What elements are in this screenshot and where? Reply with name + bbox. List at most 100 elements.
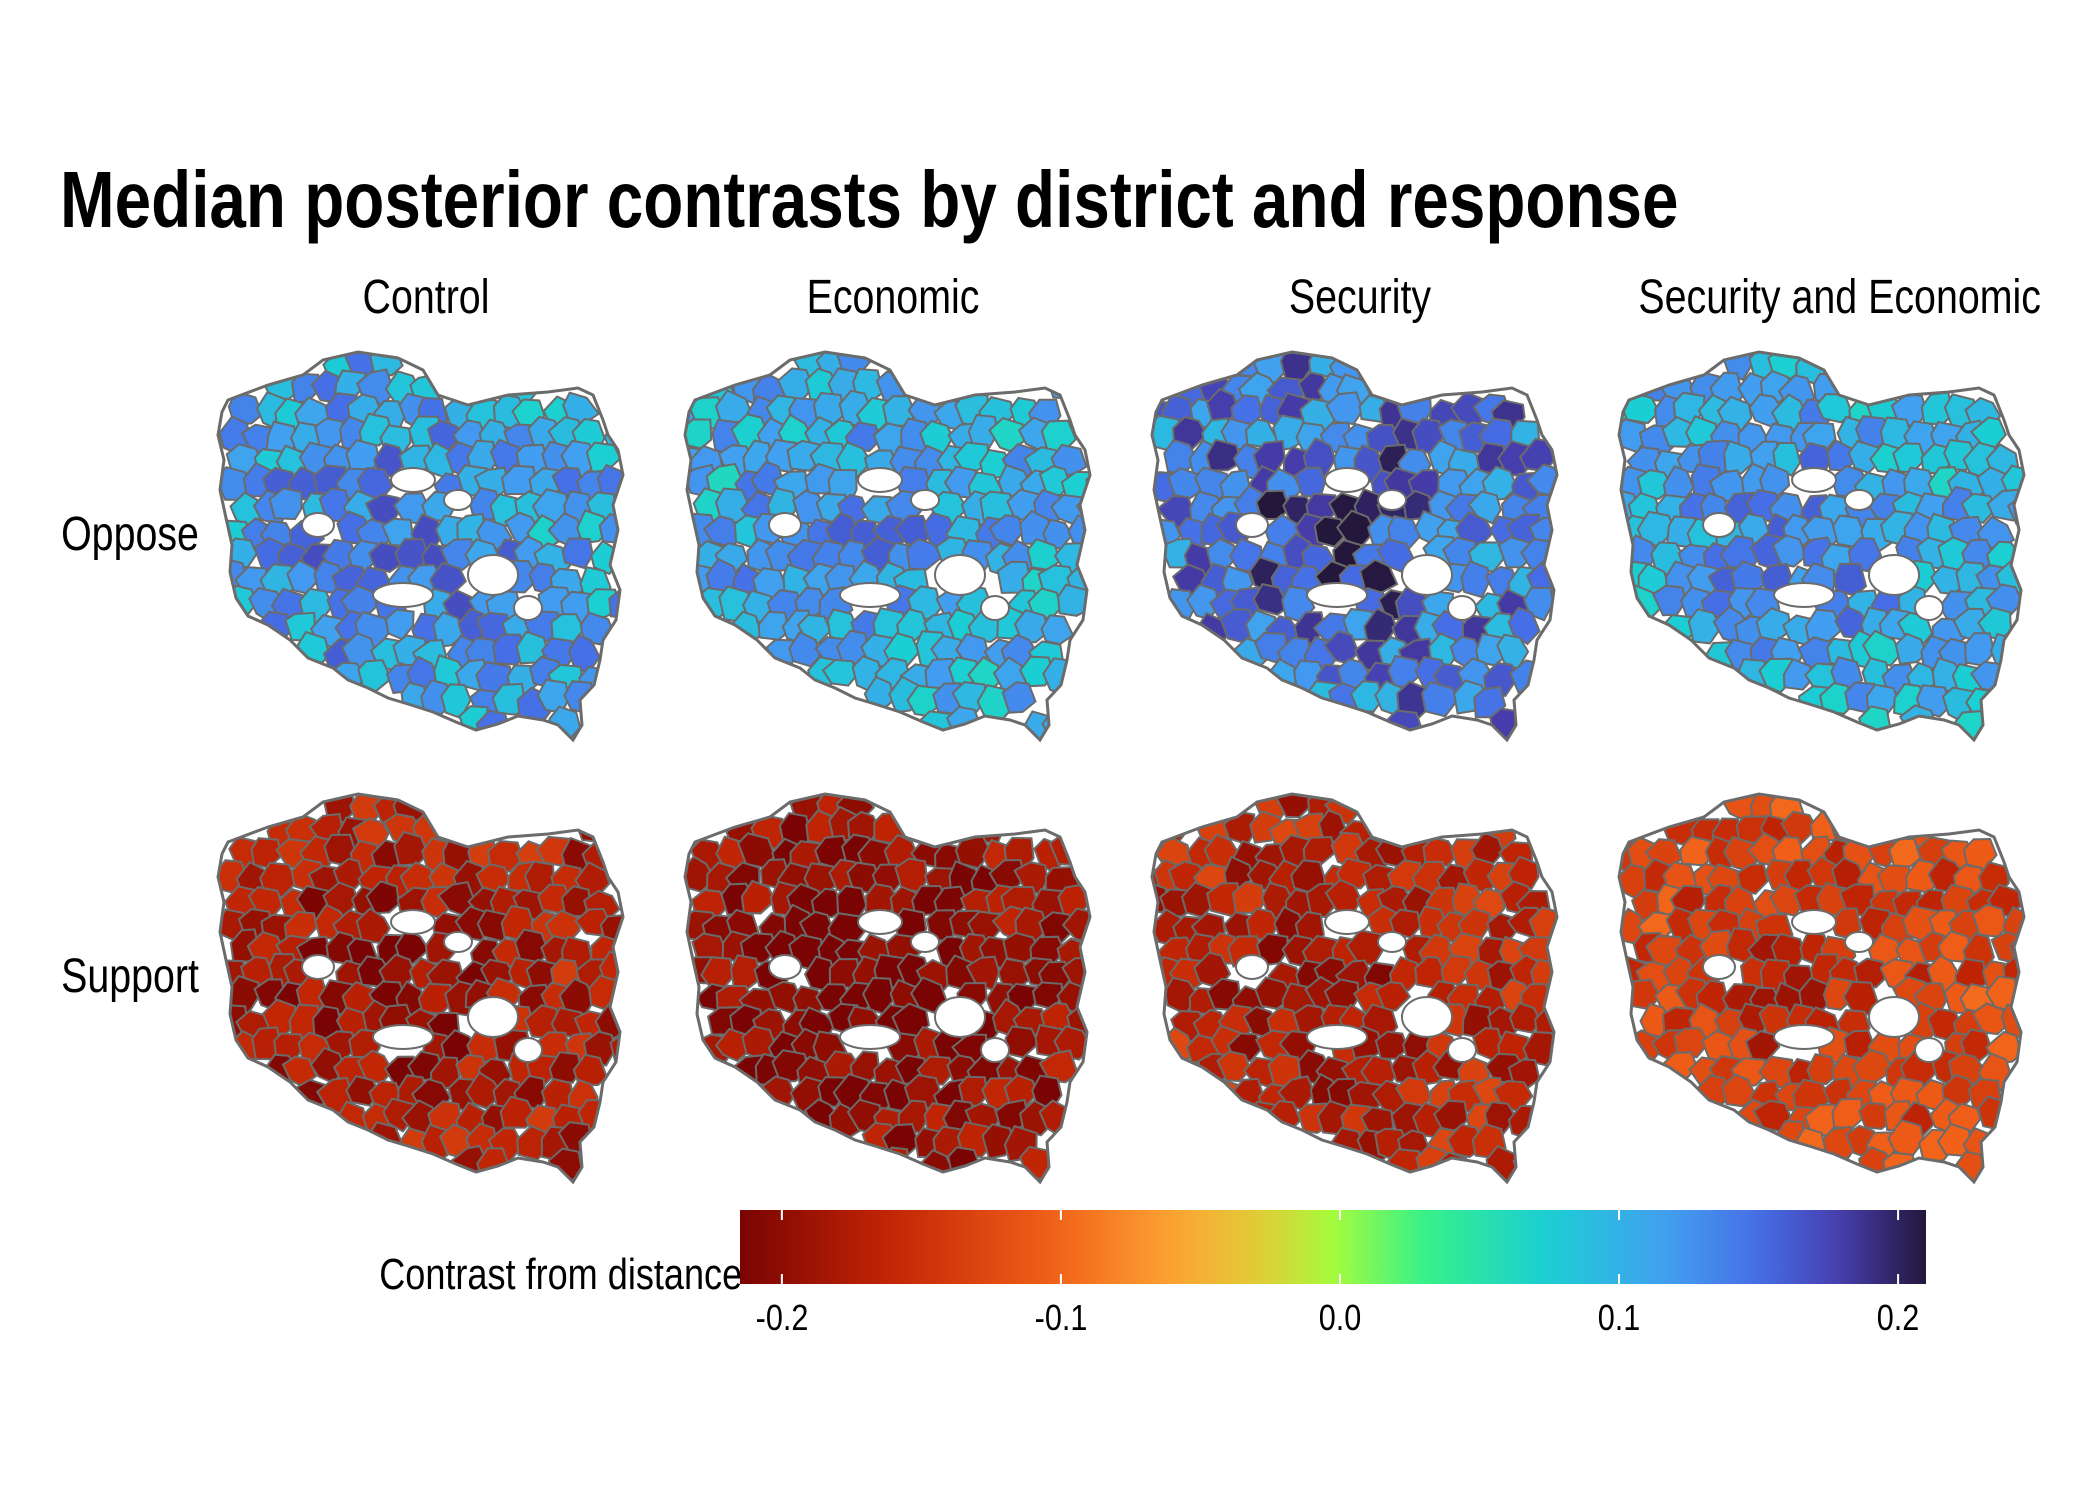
missing-district (1868, 996, 1920, 1038)
district-shape (307, 706, 344, 740)
district-shape (1989, 352, 2022, 387)
district-shape (384, 608, 415, 641)
column-label-security: Security (1288, 271, 1432, 324)
district-shape (2023, 1148, 2024, 1182)
district-shape (1771, 534, 1808, 568)
country-outline (683, 350, 1092, 743)
district-shape (1045, 794, 1079, 801)
district-shape (685, 609, 694, 644)
district-shape (572, 1053, 609, 1087)
district-shape (218, 705, 251, 740)
district-shape (899, 794, 938, 801)
district-shape (2029, 909, 2049, 941)
colorbar-tick-label: 0.2 (1876, 1297, 1920, 1338)
district-shape (1161, 682, 1198, 717)
country-outline (683, 792, 1092, 1185)
district-shape (1861, 629, 1902, 667)
district-shape (1152, 352, 1173, 384)
district-shape (1460, 559, 1491, 599)
missing-district (1702, 512, 1736, 538)
district-shape (1959, 1028, 1994, 1062)
district-map (675, 782, 1115, 1192)
colorbar (740, 1210, 1926, 1284)
district-shape (355, 1150, 392, 1182)
district-shape (1772, 441, 1802, 477)
district-shape (1205, 438, 1243, 472)
district-shape (258, 794, 296, 800)
district-shape (982, 727, 1016, 740)
district-shape (1099, 1172, 1115, 1192)
district-shape (1046, 370, 1078, 400)
colorbar-tick-label: -0.2 (755, 1297, 809, 1338)
missing-district (1914, 1037, 1944, 1063)
colorbar-tick-label: 0.1 (1597, 1297, 1641, 1338)
district-shape (1194, 782, 1231, 792)
district-shape (1325, 391, 1365, 426)
district-shape (2038, 794, 2049, 825)
row-label-support: Support (61, 950, 199, 1003)
district-shape (957, 727, 990, 740)
district-shape (821, 658, 859, 687)
district-shape (1335, 857, 1374, 890)
district-map (208, 340, 648, 750)
district-shape (513, 734, 551, 740)
district-shape (1630, 1122, 1667, 1157)
country-outline (216, 792, 625, 1185)
district-shape (1819, 682, 1855, 715)
district-shape (222, 1122, 259, 1156)
missing-district (467, 996, 519, 1038)
missing-district (1791, 467, 1837, 493)
district-shape (516, 352, 551, 383)
district-shape (227, 794, 263, 827)
district-shape (685, 611, 712, 651)
district-shape (1851, 794, 1885, 796)
district-shape (1313, 515, 1348, 548)
district-shape (1572, 840, 1582, 868)
district-shape (639, 733, 648, 750)
missing-district (301, 512, 335, 538)
district-shape (1535, 812, 1557, 852)
district-shape (2036, 937, 2049, 967)
district-shape (1400, 352, 1434, 380)
district-shape (1101, 933, 1115, 962)
missing-district (1702, 954, 1736, 980)
district-shape (268, 487, 303, 521)
colorbar-tick-label: 0.0 (1318, 1297, 1362, 1338)
district-shape (1508, 1001, 1542, 1034)
missing-district (1306, 1024, 1368, 1050)
missing-district (513, 1037, 543, 1063)
district-shape (614, 541, 623, 579)
district-shape (1782, 657, 1817, 691)
district-shape (641, 1032, 648, 1065)
district-shape (960, 1175, 992, 1182)
district-shape (1640, 660, 1677, 695)
district-shape (1312, 352, 1354, 357)
missing-district (1324, 909, 1370, 935)
district-shape (2042, 539, 2049, 572)
district-shape (2021, 557, 2024, 598)
district-shape (1894, 632, 1929, 665)
district-shape (924, 352, 959, 359)
district-shape (1481, 465, 1519, 501)
district-shape (1085, 463, 1090, 500)
district-map (1142, 340, 1582, 750)
missing-district (443, 489, 473, 511)
district-shape (1061, 956, 1090, 990)
district-shape (1040, 614, 1075, 646)
district-shape (432, 611, 465, 649)
missing-district (390, 467, 436, 493)
district-shape (368, 541, 406, 573)
district-shape (702, 1147, 743, 1182)
district-shape (1252, 730, 1288, 740)
district-shape (1087, 911, 1090, 947)
district-shape (1609, 983, 1617, 1015)
missing-district (768, 512, 802, 538)
district-shape (1379, 794, 1414, 818)
district-shape (1142, 1032, 1145, 1064)
district-shape (1619, 1124, 1633, 1154)
district-shape (1530, 794, 1557, 802)
district-shape (208, 979, 215, 1014)
district-map (1142, 782, 1582, 1192)
district-shape (1457, 352, 1492, 354)
district-shape (369, 352, 404, 377)
